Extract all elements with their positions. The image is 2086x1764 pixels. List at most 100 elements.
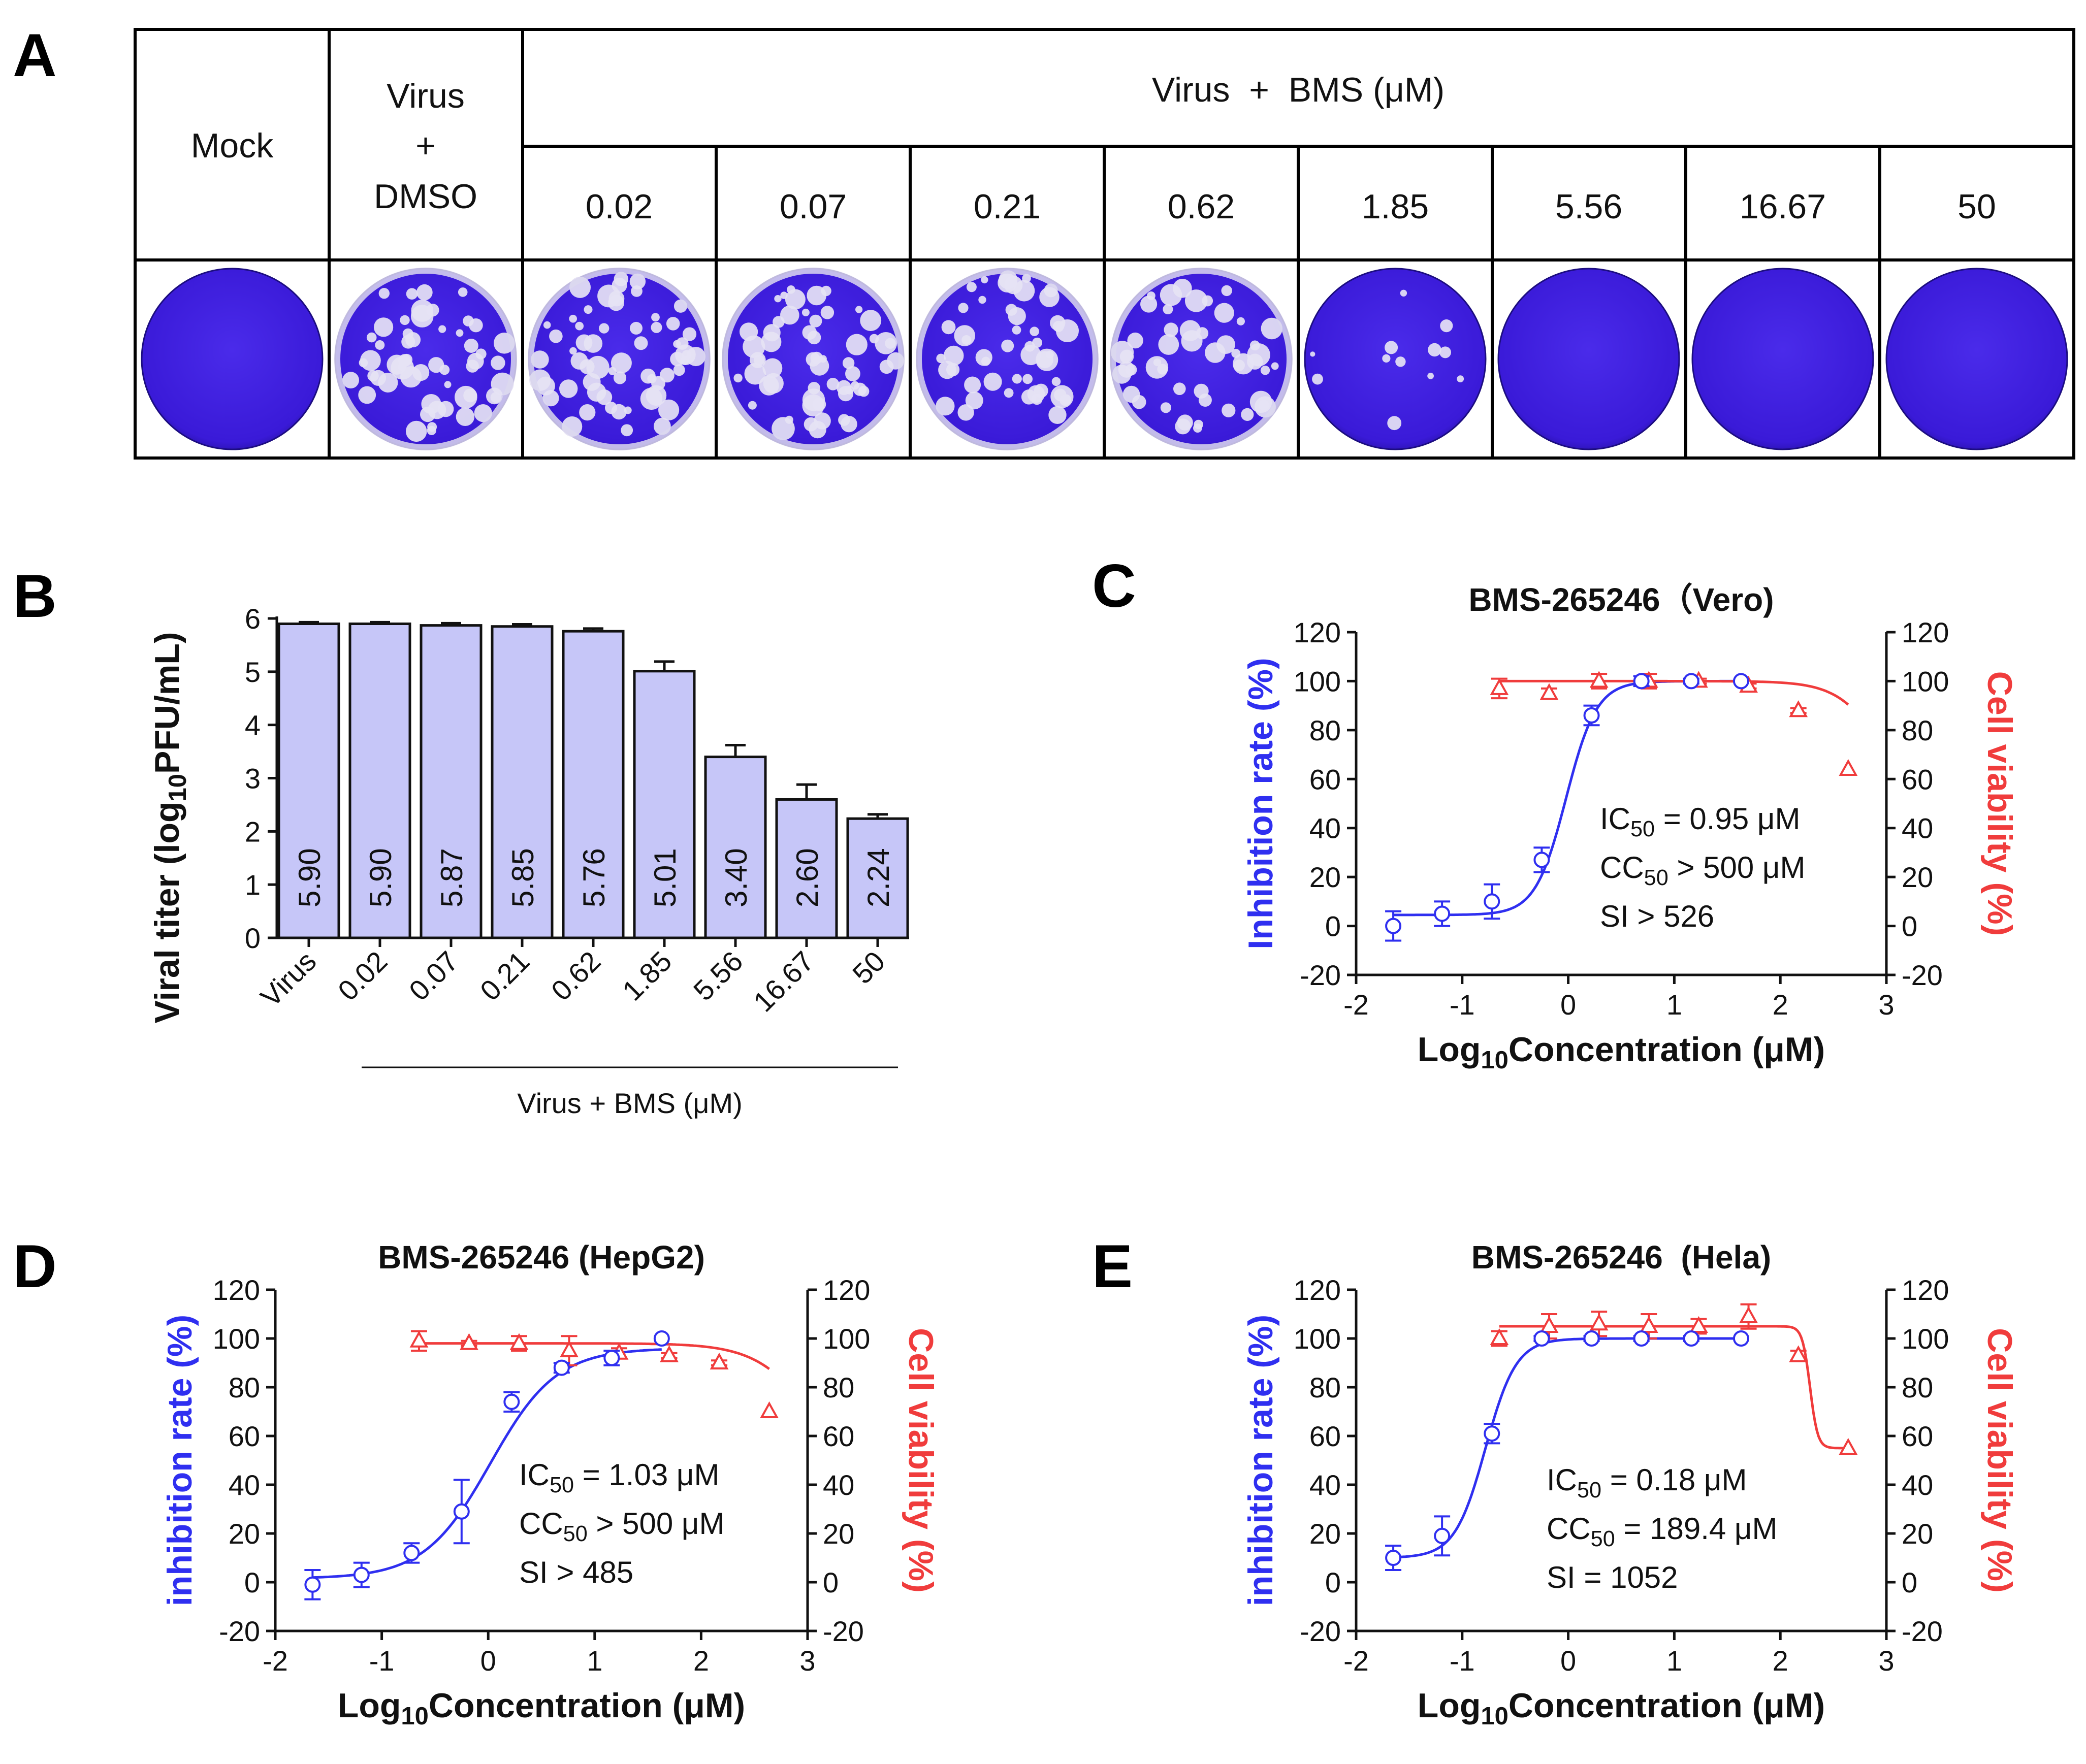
- x-tick-label: 2: [1773, 989, 1788, 1021]
- inhibition-point: [1683, 673, 1699, 690]
- inhibition-point: [503, 1393, 520, 1410]
- bar-value-label: 2.24: [861, 848, 895, 907]
- inhibition-point: [403, 1545, 420, 1561]
- left-y-tick-label: 0: [244, 1566, 260, 1598]
- left-y-axis-label: inhibition rate (%): [161, 1315, 199, 1606]
- panel-b: B 0 1 2 3 4 5 6 Viral titer (log10PFU/mL) 5.90 Vi…: [13, 562, 909, 1119]
- left-y-tick-label: 40: [1309, 1469, 1341, 1501]
- left-y-tick-label: 100: [1294, 665, 1341, 697]
- inhibition-point: [1583, 1330, 1600, 1347]
- concentration-headers: 0.02 0.07 0.21 0.62 1.85 5.56 16.67 50: [586, 187, 1996, 226]
- right-y-tick-label: -20: [1902, 959, 1943, 991]
- plate-table-grid: [134, 28, 2075, 460]
- x-axis-label: Log10Concentration (μM): [338, 1686, 745, 1730]
- left-y-tick-label: 120: [1294, 616, 1341, 648]
- y-tick-label: 5: [245, 656, 261, 688]
- y-tick-label: 6: [245, 603, 261, 635]
- right-y-tick-label: 20: [1902, 1518, 1933, 1550]
- right-y-tick-label: 80: [1902, 714, 1933, 746]
- left-y-tick-label: 0: [1325, 1566, 1341, 1598]
- left-y-tick-label: 60: [1309, 1420, 1341, 1452]
- viability-point: [1789, 700, 1808, 717]
- plaque-plate: [1304, 268, 1487, 450]
- inhibition-point: [1732, 673, 1749, 690]
- bar-value-label: 5.90: [364, 848, 398, 907]
- y-tick-label: 4: [245, 709, 261, 741]
- y-tick-label: 2: [245, 815, 261, 847]
- viability-point: [1689, 1316, 1708, 1333]
- x-tick-label: 0.07: [403, 945, 465, 1007]
- x-tick-label: -2: [1343, 1645, 1369, 1677]
- right-y-tick-label: -20: [1902, 1615, 1943, 1647]
- x-tick-label: -1: [1450, 989, 1475, 1021]
- right-y-tick-label: 0: [823, 1566, 839, 1598]
- bar-value-label: 2.60: [790, 848, 824, 907]
- right-y-tick-label: 60: [1902, 763, 1933, 795]
- left-y-tick-label: -20: [1300, 959, 1341, 991]
- right-y-tick-label: 40: [1902, 1469, 1933, 1501]
- viability-point: [1490, 678, 1509, 695]
- left-y-tick-label: -20: [219, 1615, 260, 1647]
- left-y-tick-label: 60: [1309, 763, 1341, 795]
- right-y-axis-label: Cell viability (%): [902, 1328, 940, 1592]
- left-y-tick-label: 80: [1309, 714, 1341, 746]
- concentration-header: 5.56: [1555, 187, 1622, 226]
- right-y-tick-label: 40: [823, 1469, 854, 1501]
- y-tick-label: 1: [245, 869, 261, 901]
- left-y-tick-label: 40: [1309, 812, 1341, 844]
- x-tick-label: -2: [263, 1645, 288, 1677]
- bar: [420, 624, 483, 939]
- annotation-ic50: IC50 = 1.03 μM: [519, 1458, 719, 1497]
- left-y-tick-label: 20: [229, 1518, 260, 1550]
- left-y-tick-label: 40: [229, 1469, 260, 1501]
- panel-label-d: D: [13, 1232, 57, 1300]
- x-tick-label: 1: [1666, 1645, 1682, 1677]
- x-axis-label: Log10Concentration (μM): [1418, 1030, 1825, 1074]
- viability-fit-curve: [1499, 1325, 1848, 1450]
- x-tick-label: 5.56: [687, 945, 749, 1007]
- panel-label-a: A: [13, 21, 57, 89]
- left-y-tick-label: 120: [1294, 1274, 1341, 1306]
- y-axis-label: Viral titer (log10PFU/mL): [148, 632, 191, 1023]
- right-y-tick-label: 60: [823, 1420, 854, 1452]
- left-y-axis-label: inhibition rate (%): [1241, 1315, 1280, 1606]
- left-y-tick-label: 0: [1325, 910, 1341, 942]
- x-tick-label: 3: [1878, 989, 1894, 1021]
- plaque-plate: [528, 268, 711, 450]
- panel-label-e: E: [1092, 1232, 1133, 1300]
- x-tick-label: -2: [1343, 989, 1369, 1021]
- inhibition-fit-curve: [312, 1348, 662, 1579]
- plaque-plate: [141, 268, 324, 450]
- annotation-ic50: IC50 = 0.95 μM: [1600, 802, 1800, 841]
- viability-point: [1789, 1345, 1808, 1362]
- viability-point: [1589, 1314, 1609, 1331]
- viability-point: [1739, 1306, 1758, 1323]
- x-tick-label: 0.62: [545, 945, 607, 1007]
- inhibition-point: [1434, 1527, 1451, 1544]
- concentration-header: 0.07: [780, 187, 847, 226]
- right-y-tick-label: 80: [1902, 1371, 1933, 1403]
- viability-point: [760, 1401, 779, 1418]
- inhibition-point: [1533, 852, 1550, 868]
- y-tick-label: 3: [245, 763, 261, 795]
- bar-value-label: 5.85: [506, 848, 540, 907]
- right-y-tick-label: 120: [823, 1274, 870, 1306]
- inhibition-point: [1633, 673, 1650, 690]
- inhibition-point: [1732, 1330, 1749, 1347]
- group-label: Virus + BMS (μM): [517, 1087, 743, 1119]
- bar: [633, 670, 696, 939]
- x-tick-label: 0: [1560, 989, 1576, 1021]
- left-y-tick-label: 20: [1309, 1518, 1341, 1550]
- plaque-plate: [722, 268, 905, 450]
- viability-point: [710, 1352, 729, 1369]
- viability-point: [460, 1333, 478, 1350]
- x-tick-label: 0.02: [332, 945, 394, 1007]
- left-y-tick-label: 20: [1309, 861, 1341, 893]
- x-tick-label: 2: [693, 1645, 709, 1677]
- right-y-tick-label: 20: [823, 1518, 854, 1550]
- viability-point: [1539, 1316, 1559, 1333]
- inhibition-point: [553, 1359, 570, 1376]
- viability-point: [1839, 759, 1858, 776]
- x-tick-label: 0: [1560, 1645, 1576, 1677]
- right-y-tick-label: 100: [823, 1323, 870, 1355]
